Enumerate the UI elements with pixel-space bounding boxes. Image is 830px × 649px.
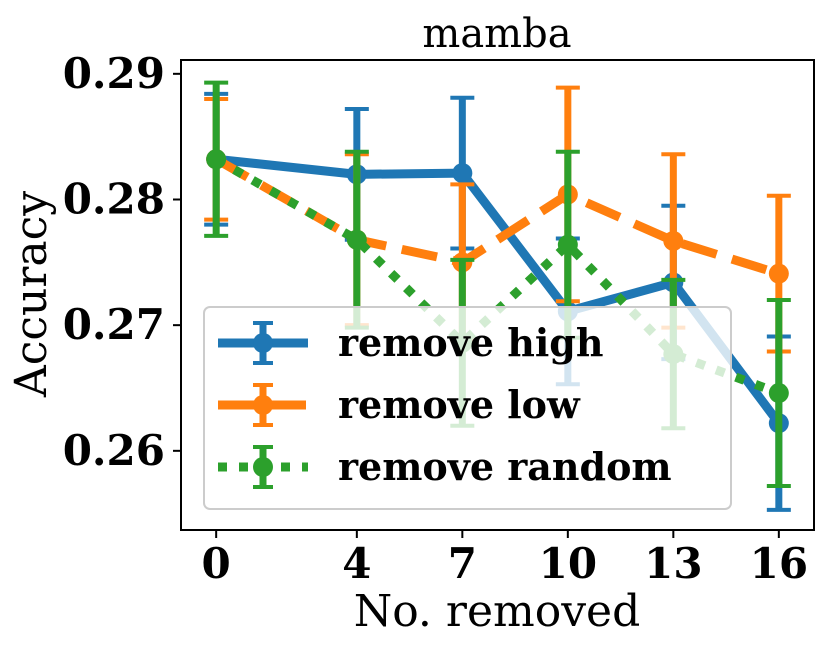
legend-label: remove high — [338, 320, 604, 365]
x-tick-label: 4 — [342, 539, 371, 588]
plot-frame — [180, 59, 815, 531]
x-tick-label: 13 — [644, 539, 702, 588]
legend-box — [203, 306, 732, 510]
series-line — [213, 155, 781, 398]
x-tick-label: 0 — [202, 539, 231, 588]
legend-marker — [253, 395, 273, 415]
legend-entry-1: remove low — [218, 382, 581, 427]
data-point — [557, 234, 578, 255]
legend: remove high remove low remove random — [203, 306, 732, 510]
y-axis-label: Accuracy — [6, 191, 57, 398]
legend-marker — [253, 457, 273, 477]
y-tick-label: 0.27 — [63, 300, 165, 349]
y-tick-label: 0.28 — [63, 174, 165, 223]
x-tick-label: 16 — [750, 539, 808, 588]
data-point — [206, 149, 227, 170]
x-tick-label: 10 — [539, 539, 597, 588]
series-line — [215, 154, 783, 426]
data-point — [346, 229, 367, 250]
axes: 0 4 7 10 13 16 0.26 0.27 0.28 0.29 — [63, 49, 815, 588]
chart-title: mamba — [422, 11, 571, 57]
data-point — [663, 230, 684, 251]
data-point — [768, 383, 789, 404]
y-tick-label: 0.26 — [63, 426, 165, 475]
data-point — [452, 163, 473, 184]
x-tick-label: 7 — [448, 539, 477, 588]
legend-entry-0: remove high — [218, 320, 604, 365]
x-axis-label: No. removed — [354, 586, 641, 637]
legend-label: remove low — [338, 382, 581, 427]
series-line — [213, 155, 781, 278]
legend-label: remove random — [338, 444, 672, 489]
legend-entry-2: remove random — [218, 444, 672, 489]
y-tick-label: 0.29 — [63, 49, 165, 98]
legend-marker — [253, 333, 273, 353]
data-point — [768, 263, 789, 284]
